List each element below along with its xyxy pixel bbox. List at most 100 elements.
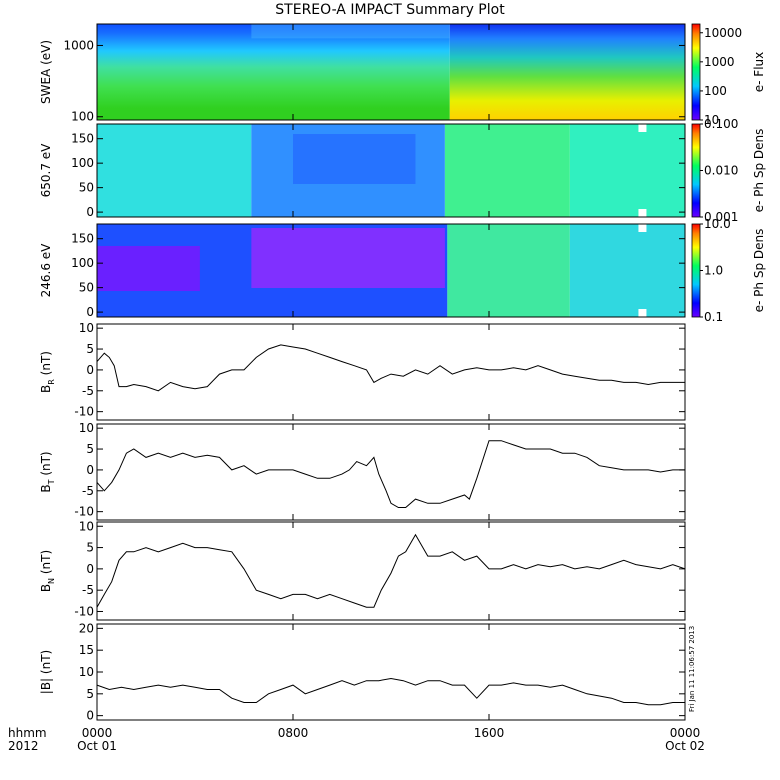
panel-4-ylabel-unit: (nT) (39, 451, 53, 479)
panel-2-colorbar-label: e- Ph Sp Dens (752, 229, 766, 313)
panel-3-series-line (96, 344, 685, 392)
panel-1-ytick-label: 50 (79, 181, 94, 195)
panel-6-series-line (96, 677, 685, 706)
panel-3-ylabel-sub: R (47, 379, 56, 385)
pad650-region-5 (293, 134, 416, 184)
panel-1-colorbar (691, 123, 701, 218)
panel-5-ylabel-sub: N (47, 578, 56, 584)
corner-label-hhmm: hhmm (8, 726, 47, 740)
pad650-gap-1 (638, 124, 647, 132)
panel-3-ytick-label: 10 (79, 321, 94, 335)
panel-2-ytick-label: 100 (71, 256, 94, 270)
panel-6-ylabel: |B| (nT) (39, 650, 53, 694)
panel-3-ytick-label: 5 (86, 342, 94, 356)
panel-5-ylabel-unit: (nT) (39, 550, 53, 578)
panel-6-frame (96, 623, 686, 721)
panel-0-colorbar-tick-label: 1000 (704, 55, 735, 69)
pad246-region-4 (447, 224, 570, 317)
panel-0-colorbar-tick-label: 10 (704, 113, 719, 127)
pad246-region-3 (251, 228, 445, 288)
panel-2-colorbar-tick-label: 1.0 (704, 264, 723, 278)
panel-2-colorbar-tick-label: 10.0 (704, 217, 731, 231)
panel-2-ytick-label: 150 (71, 232, 94, 246)
panel-3-ytick-label: -5 (82, 384, 94, 398)
panel-4-frame (96, 423, 686, 521)
panel-5-ytick-label: 5 (86, 541, 94, 555)
pad650-region-3 (444, 124, 570, 217)
panel-1-ytick-label: 100 (71, 156, 94, 170)
panel-0-ytick-label: 1000 (63, 38, 94, 52)
panel-6-ytick-label: 20 (79, 621, 94, 635)
panel-4-ytick-label: -10 (74, 505, 94, 519)
panel-5-ytick-label: -10 (74, 604, 94, 618)
panel-6-ytick-label: 5 (86, 687, 94, 701)
panel-6-ytick-label: 15 (79, 643, 94, 657)
panel-4-ylabel: BT (nT) (39, 451, 56, 492)
swea-heatmap-after (449, 24, 685, 120)
panel-0-colorbar-tick-label: 100 (704, 84, 727, 98)
x-tick-label-time: 0800 (278, 726, 309, 740)
panel-3-ylabel-main: B (39, 385, 53, 393)
panel-3-ylabel-unit: (nT) (39, 351, 53, 379)
panel-2-ylabel: 246.6 eV (39, 243, 53, 298)
panel-2-colorbar (691, 223, 701, 318)
panel-0-frame (96, 23, 686, 121)
corner-label-year: 2012 (8, 739, 39, 753)
panel-1-frame (96, 123, 686, 218)
panel-3-frame (96, 323, 686, 421)
panel-0-colorbar-tick-label: 10000 (704, 26, 742, 40)
pad246-gap-2 (638, 309, 647, 317)
swea-heatmap-band (251, 24, 450, 39)
panel-4-ylabel-main: B (39, 484, 53, 492)
panel-2-ytick-label: 0 (86, 305, 94, 319)
swea-heatmap-before (97, 24, 450, 120)
side-timestamp: Fri Jan 11 11:06:57 2013 (688, 626, 696, 712)
panel-3-ytick-label: -10 (74, 405, 94, 419)
x-tick-label-date: Oct 02 (665, 739, 705, 753)
panel-0-colorbar-label: e- Flux (752, 52, 766, 92)
panel-1-ytick-label: 150 (71, 132, 94, 146)
pad650-gap-2 (638, 209, 647, 217)
panel-1-colorbar-tick-label: 0.100 (704, 117, 738, 131)
panel-6-ytick-label: 0 (86, 709, 94, 723)
panel-3-ytick-label: 0 (86, 363, 94, 377)
panel-5-ylabel-main: B (39, 584, 53, 592)
panel-2-ytick-label: 50 (79, 281, 94, 295)
plot-title: STEREO-A IMPACT Summary Plot (275, 2, 505, 18)
panel-5-series-line (96, 533, 686, 608)
panel-0-colorbar (691, 23, 701, 121)
panel-1-ytick-label: 0 (86, 205, 94, 219)
panel-0-ylabel: SWEA (eV) (39, 40, 53, 104)
panel-0-ytick-label: 100 (71, 110, 94, 124)
panel-3-ylabel: BR (nT) (39, 351, 56, 393)
panel-4-ytick-label: 10 (79, 421, 94, 435)
panel-5-frame (96, 521, 686, 621)
panel-1-colorbar-tick-label: 0.001 (704, 210, 738, 224)
panel-6-ytick-label: 10 (79, 665, 94, 679)
panel-5-ytick-label: 0 (86, 562, 94, 576)
panel-1-colorbar-label: e- Ph Sp Dens (752, 129, 766, 213)
panel-2-colorbar-tick-label: 0.1 (704, 310, 723, 324)
panel-4-series-line (96, 440, 685, 508)
panel-1-colorbar-tick-label: 0.010 (704, 164, 738, 178)
panel-5-ytick-label: 10 (79, 519, 94, 533)
x-tick-label-time: 0000 (670, 726, 701, 740)
x-tick-label-time: 0000 (82, 726, 113, 740)
pad246-region-2 (97, 246, 200, 291)
pad650-region-4 (569, 124, 685, 217)
panel-4-ytick-label: 0 (86, 463, 94, 477)
panel-2-frame (96, 223, 686, 318)
panel-1-ylabel: 650.7 eV (39, 143, 53, 198)
pad246-gap-1 (638, 224, 647, 232)
x-tick-label-time: 1600 (474, 726, 505, 740)
panel-5-ylabel: BN (nT) (39, 550, 56, 592)
panel-4-ytick-label: -5 (82, 484, 94, 498)
panel-4-ylabel-sub: T (47, 479, 56, 485)
x-tick-label-date: Oct 01 (77, 739, 117, 753)
pad246-region-5 (569, 224, 685, 317)
panel-5-ytick-label: -5 (82, 583, 94, 597)
pad650-region-1 (97, 124, 252, 217)
panel-4-ytick-label: 5 (86, 442, 94, 456)
